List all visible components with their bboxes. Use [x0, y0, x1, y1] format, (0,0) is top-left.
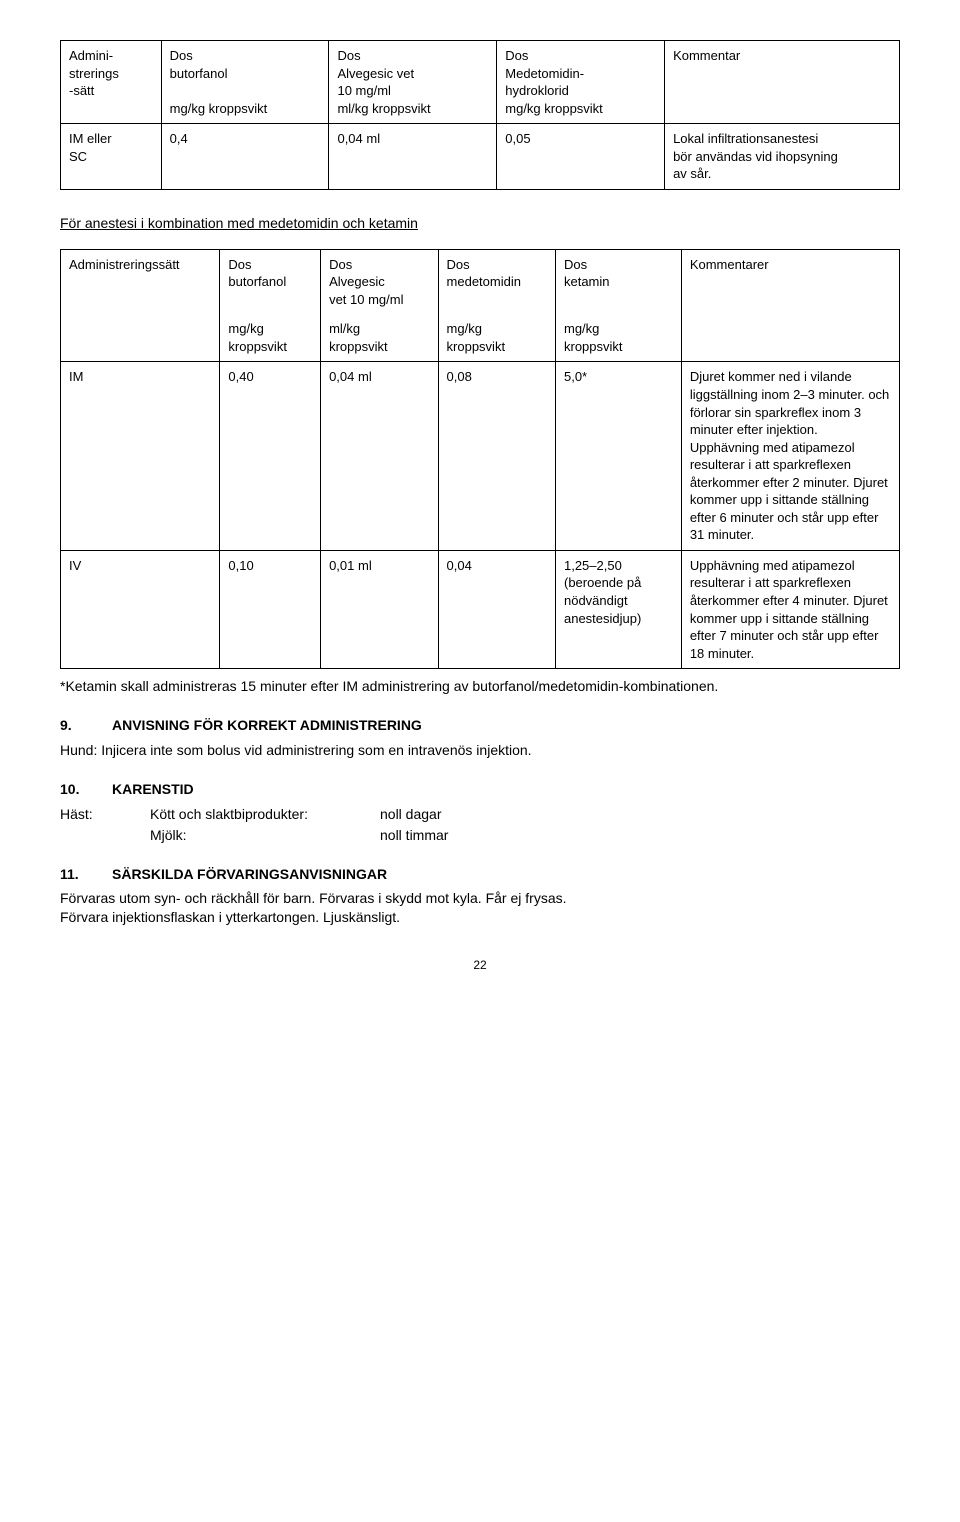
- section-9-body: Hund: Injicera inte som bolus vid admini…: [60, 741, 900, 760]
- cell: 0,04 ml: [329, 124, 497, 190]
- cell: IM: [61, 362, 220, 550]
- cell: ml/kg kroppsvikt: [321, 314, 438, 362]
- page-number: 22: [60, 957, 900, 973]
- table-row: Admini- strerings -sätt Dos butorfanol m…: [61, 41, 900, 124]
- cell: Dos ketamin: [555, 249, 681, 314]
- value: noll dagar: [380, 805, 442, 824]
- cell: mg/kg kroppsvikt: [438, 314, 555, 362]
- footnote-ketamin: *Ketamin skall administreras 15 minuter …: [60, 677, 900, 696]
- table-row: IV 0,10 0,01 ml 0,04 1,25–2,50 (beroende…: [61, 550, 900, 668]
- karenstid-row-2: Mjölk: noll timmar: [60, 826, 900, 845]
- cell: Dos butorfanol mg/kg kroppsvikt: [161, 41, 329, 124]
- cell: 0,10: [220, 550, 321, 668]
- cell: 0,08: [438, 362, 555, 550]
- cell: Dos butorfanol: [220, 249, 321, 314]
- cell: 0,40: [220, 362, 321, 550]
- cell: IV: [61, 550, 220, 668]
- cell: Kommentarer: [681, 249, 899, 362]
- cell: Dos medetomidin: [438, 249, 555, 314]
- cell: Djuret kommer ned i vilande liggställnin…: [681, 362, 899, 550]
- cell: Dos Alvegesic vet 10 mg/ml: [321, 249, 438, 314]
- label: Mjölk:: [150, 826, 380, 845]
- cell: Administreringssätt: [61, 249, 220, 362]
- value: noll timmar: [380, 826, 448, 845]
- section-11-body-1: Förvaras utom syn- och räckhåll för barn…: [60, 889, 900, 908]
- section-number: 11.: [60, 865, 88, 884]
- cell: Admini- strerings -sätt: [61, 41, 162, 124]
- cell: 5,0*: [555, 362, 681, 550]
- cell: 0,01 ml: [321, 550, 438, 668]
- section-number: 10.: [60, 780, 88, 799]
- cell: Dos Medetomidin- hydroklorid mg/kg kropp…: [497, 41, 665, 124]
- section-title: SÄRSKILDA FÖRVARINGSANVISNINGAR: [112, 865, 387, 884]
- cell: 1,25–2,50 (beroende på nödvändigt aneste…: [555, 550, 681, 668]
- cell: Dos Alvegesic vet 10 mg/ml ml/kg kroppsv…: [329, 41, 497, 124]
- label: Häst:: [60, 805, 150, 824]
- section-11-body-2: Förvara injektionsflaskan i ytterkartong…: [60, 908, 900, 927]
- section-10-heading: 10. KARENSTID: [60, 780, 900, 799]
- cell: Lokal infiltrationsanestesi bör användas…: [665, 124, 900, 190]
- section-9-heading: 9. ANVISNING FÖR KORREKT ADMINISTRERING: [60, 716, 900, 735]
- cell: Kommentar: [665, 41, 900, 124]
- cell: Upphävning med atipamezol resulterar i a…: [681, 550, 899, 668]
- section-number: 9.: [60, 716, 88, 735]
- table-row: IM 0,40 0,04 ml 0,08 5,0* Djuret kommer …: [61, 362, 900, 550]
- cell: IM eller SC: [61, 124, 162, 190]
- cell: 0,05: [497, 124, 665, 190]
- cell: 0,04 ml: [321, 362, 438, 550]
- table-row: Administreringssätt Dos butorfanol Dos A…: [61, 249, 900, 314]
- cell: 0,04: [438, 550, 555, 668]
- table-row: IM eller SC 0,4 0,04 ml 0,05 Lokal infil…: [61, 124, 900, 190]
- section-anestesi-title: För anestesi i kombination med medetomid…: [60, 214, 900, 233]
- label: [60, 826, 150, 845]
- cell: 0,4: [161, 124, 329, 190]
- cell: mg/kg kroppsvikt: [220, 314, 321, 362]
- cell: mg/kg kroppsvikt: [555, 314, 681, 362]
- table-dosing-2: Administreringssätt Dos butorfanol Dos A…: [60, 249, 900, 669]
- karenstid-row-1: Häst: Kött och slaktbiprodukter: noll da…: [60, 805, 900, 824]
- label: Kött och slaktbiprodukter:: [150, 805, 380, 824]
- section-11-heading: 11. SÄRSKILDA FÖRVARINGSANVISNINGAR: [60, 865, 900, 884]
- table-dosing-1: Admini- strerings -sätt Dos butorfanol m…: [60, 40, 900, 190]
- section-title: ANVISNING FÖR KORREKT ADMINISTRERING: [112, 716, 422, 735]
- section-title: KARENSTID: [112, 780, 194, 799]
